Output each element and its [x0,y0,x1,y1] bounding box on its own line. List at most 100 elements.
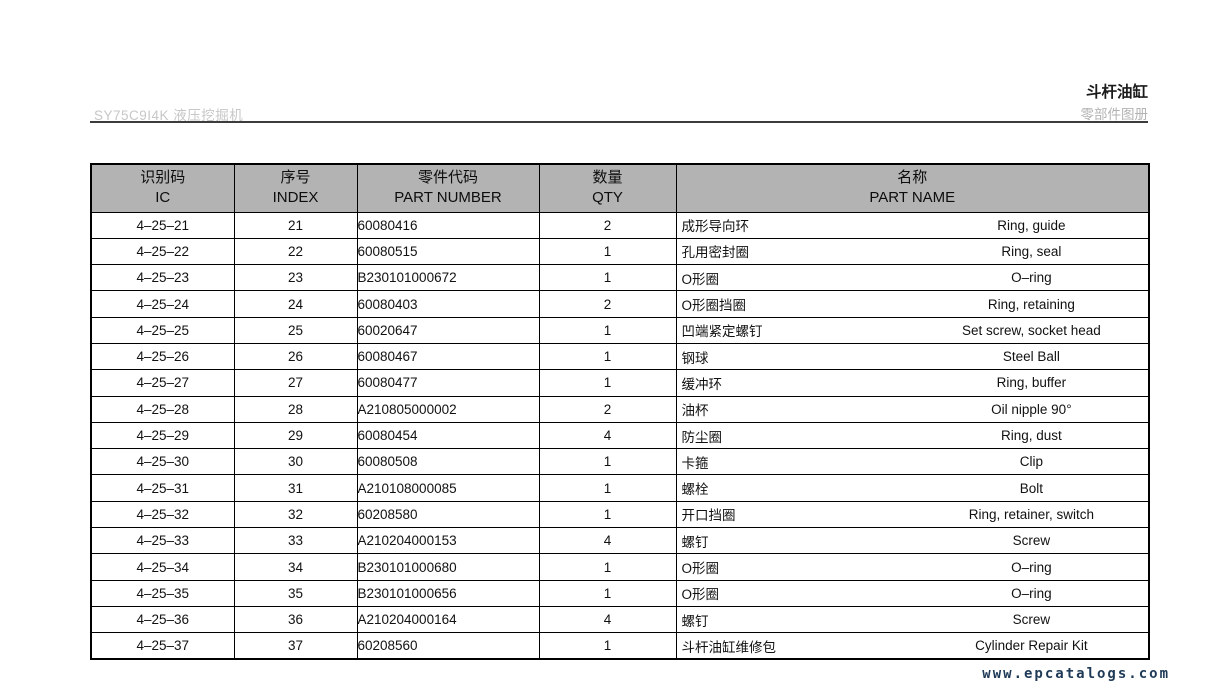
cell-part-number: A210805000002 [356,395,540,423]
header-qty: 数量 QTY [538,163,677,213]
cell-part-number: A210204000153 [356,527,540,555]
part-name-zh: 孔用密封圈 [681,245,750,261]
part-name-en: Ring, seal [1001,243,1062,259]
parts-table: 识别码 IC 序号 INDEX 零件代码 PART NUMBER 数量 QTY … [90,163,1150,661]
table-row: 4–25–25 25 60020647 1 凹端紧定螺钉 Set screw, … [90,316,1150,344]
cell-qty: 1 [538,264,677,292]
part-name-wrap: 螺钉 Screw [677,610,1148,630]
parts-table-body: 4–25–21 21 60080416 2 成形导向环 Ring, guide … [90,211,1150,660]
part-name-zh: O形圈 [681,561,720,576]
cell-part-number: 60208560 [356,632,540,660]
header-ic-en: IC [155,189,171,207]
part-name-en: Clip [1019,454,1043,470]
cell-qty: 1 [538,237,677,266]
table-row: 4–25–28 28 A210805000002 2 油杯 Oil nipple… [90,395,1150,423]
cell-index: 27 [233,369,358,397]
cell-part-name: 斗杆油缸维修包 Cylinder Repair Kit [675,632,1150,660]
part-name-zh: O形圈挡圈 [681,298,747,314]
table-row: 4–25–21 21 60080416 2 成形导向环 Ring, guide [90,211,1150,239]
cell-part-name: 卡箍 Clip [675,448,1150,476]
cell-ic: 4–25–33 [90,527,235,555]
header-index-en: INDEX [272,189,319,207]
part-name-en: Set screw, socket head [961,322,1101,338]
header-part-name-zh: 名称 [897,169,928,187]
part-name-en: Ring, buffer [996,375,1067,391]
cell-index: 21 [233,211,358,239]
cell-qty: 4 [538,527,677,555]
table-row: 4–25–37 37 60208560 1 斗杆油缸维修包 Cylinder R… [90,632,1150,660]
cell-part-number: 60080477 [356,369,540,397]
part-name-en: Bolt [1019,480,1043,496]
cell-ic: 4–25–23 [90,264,235,292]
cell-index: 35 [233,579,358,607]
cell-qty: 2 [538,290,677,318]
cell-index: 33 [233,527,358,555]
part-name-en: Oil nipple 90° [991,401,1072,417]
cell-part-number: 60080416 [356,211,540,239]
cell-ic: 4–25–31 [90,474,235,502]
cell-ic: 4–25–25 [90,316,235,344]
header-index-zh: 序号 [280,169,311,187]
part-name-wrap: 凹端紧定螺钉 Set screw, socket head [677,320,1148,340]
cell-part-name: 防尘圈 Ring, dust [675,421,1150,450]
table-row: 4–25–29 29 60080454 4 防尘圈 Ring, dust [90,421,1150,450]
section-title: 斗杆油缸 [1085,84,1148,101]
cell-part-name: 螺钉 Screw [675,605,1150,634]
table-row: 4–25–33 33 A210204000153 4 螺钉 Screw [90,527,1150,555]
cell-part-number: B230101000680 [356,553,540,581]
cell-part-number: 60020647 [356,316,540,344]
cell-ic: 4–25–32 [90,500,235,529]
cell-ic: 4–25–21 [90,211,235,239]
cell-part-name: 缓冲环 Ring, buffer [675,369,1150,397]
part-name-en: O–ring [1011,559,1052,575]
header-part-name: 名称 PART NAME [675,163,1150,213]
cell-index: 25 [233,316,358,344]
cell-index: 36 [233,605,358,634]
cell-index: 28 [233,395,358,423]
cell-index: 37 [233,632,358,660]
cell-ic: 4–25–29 [90,421,235,450]
cell-qty: 1 [538,579,677,607]
part-name-zh: 缓冲环 [681,376,723,392]
part-name-zh: O形圈 [681,587,720,603]
part-name-zh: 油杯 [681,403,709,419]
table-row: 4–25–22 22 60080515 1 孔用密封圈 Ring, seal [90,237,1150,266]
header-qty-en: QTY [592,189,623,207]
part-name-wrap: 开口挡圈 Ring, retainer, switch [677,504,1148,524]
cell-index: 31 [233,474,358,502]
cell-part-name: 钢球 Steel Ball [675,342,1150,371]
cell-ic: 4–25–37 [90,632,235,660]
cell-ic: 4–25–35 [90,579,235,607]
part-name-zh: 螺钉 [681,534,709,550]
table-row: 4–25–23 23 B230101000672 1 O形圈 O–ring [90,264,1150,292]
part-name-en: Ring, dust [1000,428,1062,444]
part-name-wrap: O形圈 O–ring [677,268,1148,288]
part-name-wrap: 缓冲环 Ring, buffer [677,373,1148,393]
part-name-wrap: O形圈 O–ring [677,557,1148,577]
part-name-en: Screw [1012,612,1051,628]
part-name-en: Ring, retainer, switch [968,506,1095,522]
header-part-number-en: PART NUMBER [394,189,502,207]
cell-ic: 4–25–36 [90,605,235,634]
part-name-en: Ring, retaining [987,296,1075,312]
footer-link[interactable]: www.epcatalogs.com [982,666,1170,682]
cell-qty: 4 [538,605,677,634]
cell-ic: 4–25–28 [90,395,235,423]
header-index: 序号 INDEX [233,163,358,213]
part-name-zh: 螺栓 [681,482,709,498]
table-header-row: 识别码 IC 序号 INDEX 零件代码 PART NUMBER 数量 QTY … [90,163,1150,213]
part-name-en: O–ring [1011,270,1052,286]
header-ic: 识别码 IC [90,163,235,213]
part-name-wrap: 卡箍 Clip [677,452,1148,472]
part-name-wrap: 钢球 Steel Ball [677,347,1148,367]
cell-part-name: 螺钉 Screw [675,527,1150,555]
part-name-wrap: O形圈挡圈 Ring, retaining [677,294,1148,314]
model-title: SY75C9I4K 液压挖掘机 [94,108,244,123]
cell-part-name: 开口挡圈 Ring, retainer, switch [675,500,1150,529]
part-name-zh: 卡箍 [681,455,709,471]
table-row: 4–25–35 35 B230101000656 1 O形圈 O–ring [90,579,1150,607]
part-name-en: Steel Ball [1002,349,1060,365]
cell-qty: 2 [538,211,677,239]
cell-qty: 1 [538,342,677,371]
